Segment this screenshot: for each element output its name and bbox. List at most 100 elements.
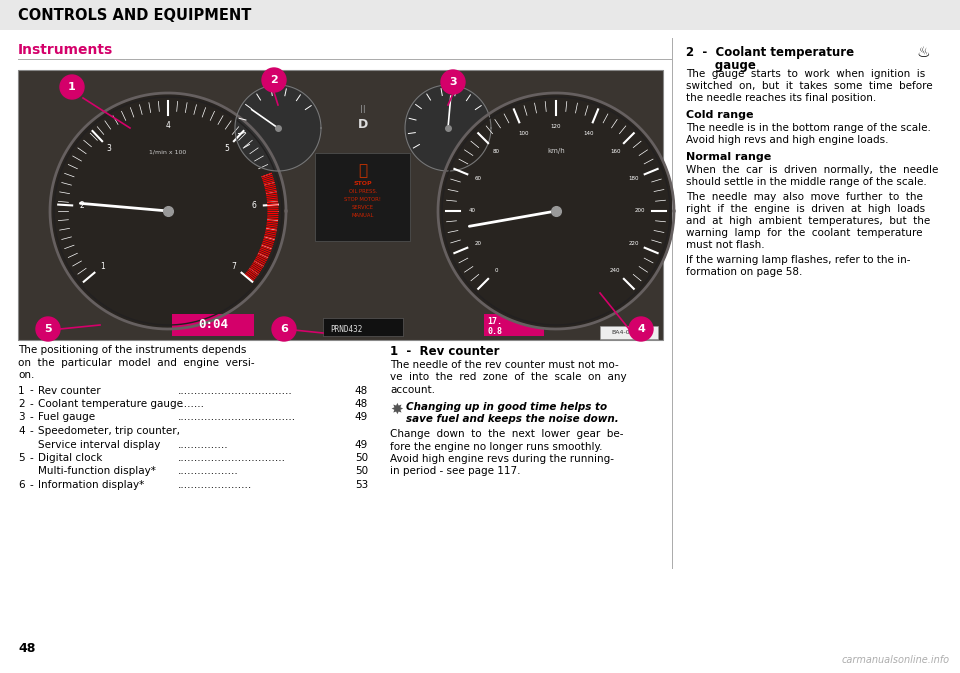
Polygon shape xyxy=(405,85,491,171)
Text: warning  lamp  for  the  coolant  temperature: warning lamp for the coolant temperature xyxy=(686,228,923,238)
Text: 1/min x 100: 1/min x 100 xyxy=(150,149,186,154)
Text: 1: 1 xyxy=(18,386,25,396)
Text: formation on page 58.: formation on page 58. xyxy=(686,267,803,277)
Polygon shape xyxy=(235,85,321,171)
Text: STOP: STOP xyxy=(353,181,372,186)
Text: Rev counter: Rev counter xyxy=(38,386,101,396)
Text: When  the  car  is  driven  normally,  the  needle: When the car is driven normally, the nee… xyxy=(686,165,938,175)
Text: 17.: 17. xyxy=(487,318,502,326)
Text: ......................: ...................... xyxy=(178,480,252,490)
Text: Change  down  to  the  next  lower  gear  be-: Change down to the next lower gear be- xyxy=(390,429,623,439)
Text: save fuel and keeps the noise down.: save fuel and keeps the noise down. xyxy=(406,414,619,424)
Text: km/h: km/h xyxy=(547,148,564,154)
Text: -: - xyxy=(29,399,33,409)
Bar xyxy=(600,326,658,339)
Polygon shape xyxy=(50,93,286,329)
Text: The positioning of the instruments depends: The positioning of the instruments depen… xyxy=(18,345,247,355)
Text: 6: 6 xyxy=(18,480,25,490)
Text: 3: 3 xyxy=(107,144,111,153)
Text: 20: 20 xyxy=(475,241,482,246)
Text: 50: 50 xyxy=(355,453,368,463)
Text: ✸: ✸ xyxy=(390,402,403,417)
Text: carmanualsonline.info: carmanualsonline.info xyxy=(842,655,950,665)
Text: on.: on. xyxy=(18,370,35,380)
Text: ve  into  the  red  zone  of  the  scale  on  any: ve into the red zone of the scale on any xyxy=(390,372,627,382)
Polygon shape xyxy=(438,93,674,329)
Text: ........: ........ xyxy=(178,399,205,409)
Text: switched  on,  but  it  takes  some  time  before: switched on, but it takes some time befo… xyxy=(686,81,932,91)
Text: Changing up in good time helps to: Changing up in good time helps to xyxy=(406,402,607,411)
Text: -: - xyxy=(29,413,33,423)
Text: 80: 80 xyxy=(493,149,500,154)
Text: The  gauge  starts  to  work  when  ignition  is: The gauge starts to work when ignition i… xyxy=(686,69,925,79)
Text: 2: 2 xyxy=(18,399,25,409)
Text: 7: 7 xyxy=(231,262,236,271)
Text: 240: 240 xyxy=(611,268,621,273)
Text: 4: 4 xyxy=(637,324,645,334)
Text: 1  -  Rev counter: 1 - Rev counter xyxy=(390,345,499,358)
Text: Avoid high engine revs during the running-: Avoid high engine revs during the runnin… xyxy=(390,454,614,464)
Text: 1: 1 xyxy=(100,262,105,271)
Text: II: II xyxy=(360,105,366,115)
Text: 5: 5 xyxy=(225,144,229,153)
Text: Service interval display: Service interval display xyxy=(38,439,160,450)
Circle shape xyxy=(262,68,286,92)
Text: -: - xyxy=(29,480,33,490)
Text: PRND432: PRND432 xyxy=(330,324,362,334)
Text: -: - xyxy=(29,453,33,463)
Text: 220: 220 xyxy=(629,241,638,246)
Text: 4: 4 xyxy=(18,426,25,436)
Text: If the warning lamp flashes, refer to the in-: If the warning lamp flashes, refer to th… xyxy=(686,255,910,265)
Text: Digital clock: Digital clock xyxy=(38,453,103,463)
Text: 3: 3 xyxy=(18,413,25,423)
Text: and  at  high  ambient  temperatures,  but  the: and at high ambient temperatures, but th… xyxy=(686,216,930,226)
Text: STOP MOTOR!: STOP MOTOR! xyxy=(345,197,381,202)
Text: The needle is in the bottom range of the scale.: The needle is in the bottom range of the… xyxy=(686,123,931,133)
Text: 6: 6 xyxy=(252,201,256,211)
Text: OIL PRESS.: OIL PRESS. xyxy=(348,189,377,194)
Text: SERVICE: SERVICE xyxy=(352,205,374,210)
Text: 49: 49 xyxy=(355,439,368,450)
Text: -: - xyxy=(29,426,33,436)
Text: -: - xyxy=(29,386,33,396)
Text: 120: 120 xyxy=(551,125,562,129)
Text: ...................................: ................................... xyxy=(178,413,296,423)
Text: 48: 48 xyxy=(355,386,368,396)
Text: 5: 5 xyxy=(18,453,25,463)
Text: 200: 200 xyxy=(635,209,645,213)
Text: 6: 6 xyxy=(280,324,288,334)
Text: ...............: ............... xyxy=(178,439,228,450)
Text: ♨: ♨ xyxy=(916,45,929,60)
Text: The  needle  may  also  move  further  to  the: The needle may also move further to the xyxy=(686,192,923,202)
Text: must not flash.: must not flash. xyxy=(686,240,764,250)
Text: 48: 48 xyxy=(355,399,368,409)
Text: gauge: gauge xyxy=(686,59,756,72)
Text: 50: 50 xyxy=(355,466,368,476)
Text: the needle reaches its final position.: the needle reaches its final position. xyxy=(686,93,876,103)
Text: Normal range: Normal range xyxy=(686,152,771,162)
Bar xyxy=(484,314,544,336)
Text: BA4-0673H: BA4-0673H xyxy=(612,330,647,336)
Text: fore the engine no longer runs smoothly.: fore the engine no longer runs smoothly. xyxy=(390,441,603,452)
Text: in period - see page 117.: in period - see page 117. xyxy=(390,466,520,476)
Text: 0.8: 0.8 xyxy=(487,328,502,336)
Bar xyxy=(315,153,410,241)
Text: 48: 48 xyxy=(18,642,36,655)
Text: 2: 2 xyxy=(80,201,84,211)
Text: Cold range: Cold range xyxy=(686,110,754,120)
Text: 0: 0 xyxy=(494,268,498,273)
Text: 60: 60 xyxy=(475,176,482,181)
Text: ..................................: .................................. xyxy=(178,386,293,396)
Bar xyxy=(0,0,960,30)
Circle shape xyxy=(36,317,60,341)
Text: 40: 40 xyxy=(468,209,475,213)
Text: 180: 180 xyxy=(629,176,638,181)
Bar xyxy=(172,314,254,336)
Circle shape xyxy=(629,317,653,341)
Text: Multi-function display*: Multi-function display* xyxy=(38,466,156,476)
Text: 140: 140 xyxy=(583,131,593,136)
Text: MANUAL: MANUAL xyxy=(351,213,374,218)
Text: 🛢: 🛢 xyxy=(358,164,368,178)
Text: Fuel gauge: Fuel gauge xyxy=(38,413,95,423)
Text: 0:04: 0:04 xyxy=(198,318,228,330)
